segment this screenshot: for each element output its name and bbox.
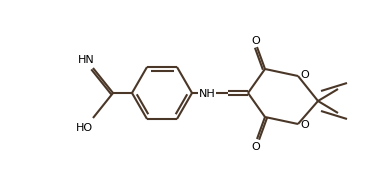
Text: O: O: [301, 70, 309, 80]
Text: NH: NH: [198, 89, 216, 99]
Text: O: O: [301, 120, 309, 130]
Text: O: O: [252, 142, 260, 152]
Text: O: O: [252, 36, 260, 46]
Text: HN: HN: [78, 55, 94, 65]
Text: HO: HO: [75, 123, 92, 133]
